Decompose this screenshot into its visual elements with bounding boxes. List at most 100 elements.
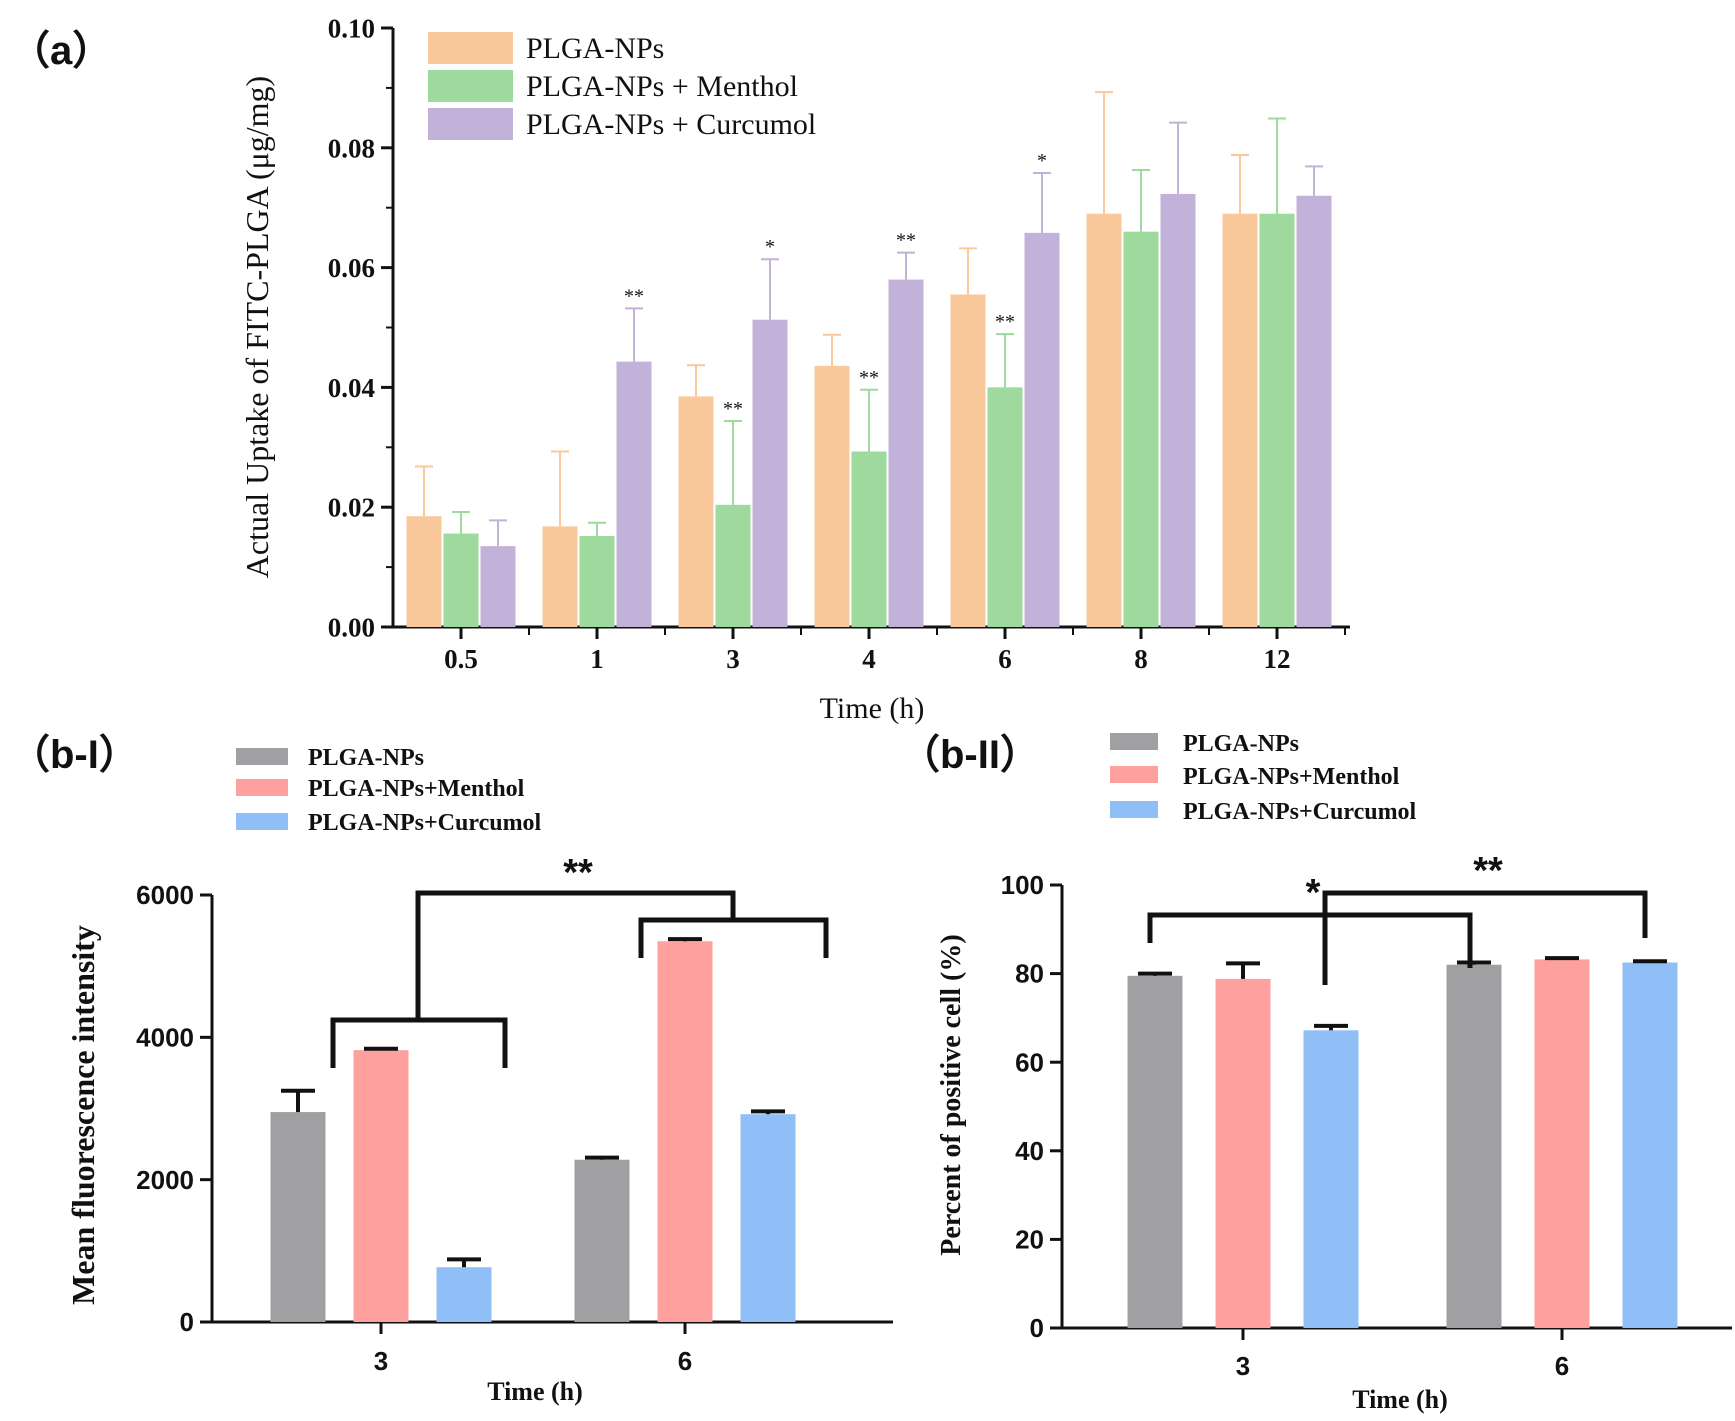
plot-area: 0 20 40 60 80 100 3 6 [1001, 870, 1732, 1381]
y-tick-label: 0 [180, 1307, 194, 1337]
bar-plga-nps-3 [1127, 975, 1183, 1328]
bar-plga-nps-4 [814, 365, 850, 627]
panel-b1: （b-I） PLGA-NPs PLGA-NPs+Menthol PLGA-NPs… [10, 733, 893, 1406]
plot-area: 0.000.020.040.060.080.100.5 1**3***4****6… [328, 13, 1350, 674]
y-tick-label: 0 [1030, 1313, 1044, 1343]
y-tick-label: 0.08 [328, 133, 375, 163]
panel-a-label: （a） [10, 29, 112, 73]
y-tick-label: 20 [1015, 1225, 1044, 1255]
significance-marker: ** [723, 398, 743, 420]
bar-plga-nps-menthol-3 [1215, 978, 1271, 1328]
legend-label-curcumol: PLGA-NPs+Curcumol [1183, 799, 1417, 825]
x-axis-label: Time (h) [1352, 1385, 1448, 1414]
legend-swatch-curcumol [1110, 801, 1158, 818]
x-axis-label: Time (h) [487, 1377, 583, 1406]
bar-plga-nps-menthol-8 [1123, 231, 1159, 627]
bar-plga-nps-menthol-4 [851, 451, 887, 627]
bar-plga-nps-3 [678, 396, 714, 627]
x-tick-label: 3 [1236, 1351, 1250, 1381]
significance-marker: ** [896, 230, 916, 252]
bar-plga-nps-menthol-3 [715, 504, 751, 627]
legend-swatch-plga [428, 32, 513, 64]
x-tick-label: 6 [998, 644, 1012, 674]
bar-plga-nps-curcumol-3 [752, 319, 788, 627]
legend-label-plga: PLGA-NPs [1183, 731, 1299, 757]
legend-swatch-plga [236, 748, 288, 765]
x-tick-label: 8 [1134, 644, 1148, 674]
panel-a: （a） PLGA-NPs PLGA-NPs + Menthol PLGA-NPs… [10, 13, 1350, 725]
legend-swatch-curcumol [236, 813, 288, 830]
significance-marker: * [765, 236, 775, 258]
y-tick-label: 6000 [136, 880, 194, 910]
legend-label-menthol: PLGA-NPs+Menthol [1183, 764, 1400, 790]
significance-marker: ** [859, 367, 879, 389]
panel-b1-label: （b-I） [10, 733, 139, 777]
bar-plga-nps-curcumol-4 [888, 279, 924, 627]
significance-marker: ** [624, 285, 644, 307]
bar-plga-nps-menthol-3 [353, 1050, 409, 1322]
legend-swatch-plga [1110, 733, 1158, 750]
legend-label-plga: PLGA-NPs [526, 32, 664, 65]
panel-b2: （b-II） PLGA-NPs PLGA-NPs+Menthol PLGA-NP… [900, 731, 1732, 1414]
bar-plga-nps-12 [1222, 213, 1258, 627]
bar-plga-nps-1 [542, 526, 578, 627]
significance-label-2: ** [1473, 850, 1503, 892]
significance-label-1: * [1306, 872, 1321, 914]
y-tick-label: 0.10 [328, 13, 375, 43]
bar-plga-nps-curcumol-1 [616, 361, 652, 627]
y-tick-label: 80 [1015, 959, 1044, 989]
legend-label-plga: PLGA-NPs [308, 745, 424, 771]
x-tick-label: 3 [726, 644, 740, 674]
bar-plga-nps-curcumol-6 [1622, 962, 1678, 1328]
panel-b2-label: （b-II） [900, 733, 1040, 777]
bar-plga-nps-3 [270, 1112, 326, 1322]
y-tick-label: 40 [1015, 1136, 1044, 1166]
x-axis-label: Time (h) [820, 692, 925, 725]
bar-plga-nps-6 [950, 294, 986, 627]
x-tick-label: 0.5 [444, 644, 478, 674]
y-tick-label: 0.06 [328, 253, 375, 283]
plot-area: 0 2000 4000 6000 3 6 [136, 880, 893, 1376]
significance-bracket-main [415, 890, 736, 1020]
y-axis-label: Mean fluorescence intensity [65, 925, 101, 1305]
legend-label-curcumol: PLGA-NPs+Curcumol [308, 810, 542, 836]
legend: PLGA-NPs PLGA-NPs+Menthol PLGA-NPs+Curcu… [236, 745, 542, 836]
y-tick-label: 60 [1015, 1047, 1044, 1077]
significance-label: ** [563, 852, 593, 894]
significance-bracket-curcumol [1322, 890, 1648, 985]
x-tick-label: 3 [374, 1346, 388, 1376]
bar-plga-nps-menthol-6 [657, 941, 713, 1322]
y-tick-label: 2000 [136, 1165, 194, 1195]
legend-swatch-menthol [1110, 766, 1158, 783]
bar-plga-nps-curcumol-8 [1160, 193, 1196, 627]
bar-plga-nps-8 [1086, 213, 1122, 627]
bar-plga-nps-menthol-6 [1534, 959, 1590, 1328]
legend: PLGA-NPs PLGA-NPs+Menthol PLGA-NPs+Curcu… [1110, 731, 1417, 825]
bar-plga-nps-curcumol-6 [740, 1114, 796, 1322]
bar-plga-nps-curcumol-0-5 [480, 546, 516, 627]
bar-plga-nps-menthol-0-5 [443, 533, 479, 627]
legend-label-menthol: PLGA-NPs + Menthol [526, 70, 798, 103]
y-tick-label: 0.04 [328, 373, 375, 403]
x-tick-label: 12 [1264, 644, 1291, 674]
legend-label-menthol: PLGA-NPs+Menthol [308, 776, 525, 802]
bar-plga-nps-0-5 [406, 516, 442, 627]
legend-swatch-menthol [428, 70, 513, 102]
y-tick-label: 0.02 [328, 493, 375, 523]
bar-plga-nps-6 [1446, 964, 1502, 1328]
y-tick-label: 4000 [136, 1022, 194, 1052]
y-axis-label: Actual Uptake of FITC-PLGA (μg/mg) [239, 76, 275, 578]
x-tick-label: 6 [678, 1346, 692, 1376]
significance-marker: ** [995, 311, 1015, 333]
x-tick-label: 1 [590, 644, 604, 674]
bar-plga-nps-curcumol-3 [436, 1267, 492, 1322]
significance-marker: * [1037, 150, 1047, 172]
bar-plga-nps-curcumol-12 [1296, 195, 1332, 627]
legend-swatch-curcumol [428, 108, 513, 140]
legend: PLGA-NPs PLGA-NPs + Menthol PLGA-NPs + C… [428, 32, 816, 141]
x-tick-label: 4 [862, 644, 876, 674]
significance-bracket-plga [1147, 912, 1473, 968]
x-tick-label: 6 [1555, 1351, 1569, 1381]
legend-swatch-menthol [236, 779, 288, 796]
